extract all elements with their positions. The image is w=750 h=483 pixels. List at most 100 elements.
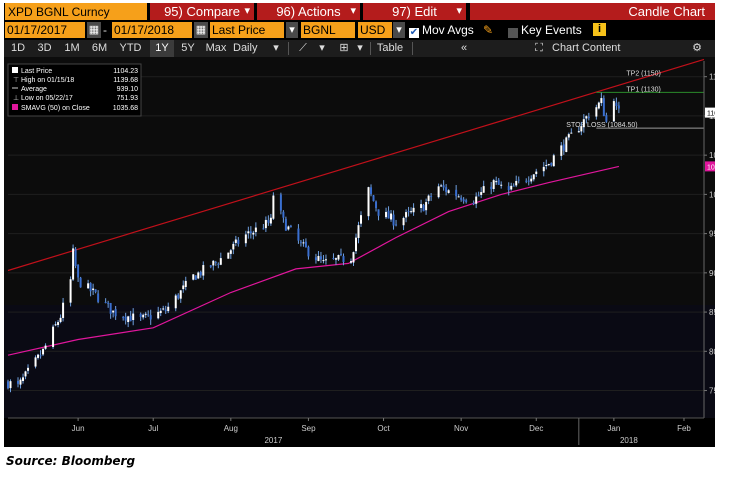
candle-body[interactable] [587,116,590,119]
candle-body[interactable] [507,186,510,191]
candle-body[interactable] [460,197,463,200]
candle-body[interactable] [480,192,483,195]
candle-body[interactable] [314,257,317,261]
candle-body[interactable] [179,290,182,299]
candle-body[interactable] [465,200,468,202]
candle-body[interactable] [144,313,147,315]
candle-body[interactable] [565,137,568,153]
candle-body[interactable] [129,315,132,322]
candle-body[interactable] [390,213,393,220]
candle-body[interactable] [254,227,257,232]
candle-body[interactable] [602,98,605,117]
candle-body[interactable] [147,314,150,316]
candle-body[interactable] [342,256,345,263]
candle-body[interactable] [370,187,373,195]
candle-body[interactable] [427,195,430,202]
chevron-down-icon[interactable]: ▾ [273,42,279,54]
candle-body[interactable] [92,288,95,291]
candle-body[interactable] [109,302,112,314]
candle-body[interactable] [377,209,380,216]
candle-body[interactable] [375,201,378,208]
candle-body[interactable] [339,253,342,255]
frequency-select[interactable]: Daily [233,42,258,54]
candle-body[interactable] [337,255,340,260]
line-chart-icon[interactable]: ⟋ [299,42,307,54]
candle-body[interactable] [420,204,423,208]
candle-body[interactable] [212,260,215,266]
candle-body[interactable] [142,314,145,318]
candle-body[interactable] [19,379,22,385]
candle-body[interactable] [252,232,255,235]
candle-body[interactable] [372,195,375,202]
candle-body[interactable] [387,210,390,219]
candle-body[interactable] [542,166,545,172]
candle-body[interactable] [510,185,513,190]
candle-body[interactable] [247,231,250,234]
candle-body[interactable] [54,324,57,326]
candle-body[interactable] [570,132,573,134]
candle-body[interactable] [299,241,302,243]
candle-body[interactable] [550,162,553,166]
candle-body[interactable] [535,171,538,174]
candle-body[interactable] [402,218,405,226]
candle-body[interactable] [440,185,443,187]
candle-body[interactable] [422,204,425,212]
candle-body[interactable] [525,180,528,182]
tab-3d[interactable]: 3D [37,42,52,54]
candle-body[interactable] [279,194,282,211]
candle-body[interactable] [22,377,25,382]
candle-body[interactable] [545,164,548,166]
candle-body[interactable] [585,116,588,119]
candle-body[interactable] [360,215,363,224]
gear-icon[interactable]: ⚙ [692,42,702,54]
key-events-checkbox[interactable]: ✔ [508,27,518,38]
start-date-field[interactable]: 01/17/2017 [5,22,85,38]
tab-1d[interactable]: 1D [10,42,26,54]
candle-body[interactable] [355,237,357,252]
candle-body[interactable] [202,265,205,276]
candle-body[interactable] [577,131,580,133]
ticker-field[interactable]: XPD BGNL Curncy [5,3,147,20]
candle-body[interactable] [59,317,62,322]
candle-body[interactable] [69,279,72,303]
candle-body[interactable] [159,310,162,314]
candle-body[interactable] [477,195,480,197]
candle-body[interactable] [475,196,478,204]
candle-body[interactable] [57,322,60,325]
candle-body[interactable] [149,315,152,320]
candle-body[interactable] [244,234,247,244]
candle-body[interactable] [319,256,322,260]
candle-body[interactable] [567,134,570,138]
price-field-select[interactable]: Last Price [210,22,284,38]
candle-body[interactable] [27,367,30,371]
candle-body[interactable] [199,271,202,276]
tab-6m[interactable]: 6M [91,42,108,54]
candle-body[interactable] [332,258,335,260]
chevron-down-icon[interactable]: ▾ [357,42,363,54]
candle-body[interactable] [39,355,42,357]
candle-body[interactable] [582,119,585,128]
candle-body[interactable] [267,220,270,223]
candle-body[interactable] [530,178,533,182]
candle-body[interactable] [445,187,448,192]
candle-body[interactable] [217,263,220,265]
candle-body[interactable] [322,260,325,262]
candle-body[interactable] [209,265,212,267]
edit-menu[interactable]: 97) Edit [363,3,466,20]
candle-body[interactable] [107,302,110,304]
candle-body[interactable] [407,211,410,213]
calendar-icon[interactable]: ▦ [194,22,208,38]
candle-body[interactable] [405,212,408,218]
candle-body[interactable] [500,184,503,186]
candle-body[interactable] [425,202,428,211]
candle-body[interactable] [490,186,493,190]
candle-chart[interactable]: TP2 (1150)TP1 (1130)STOP LOSS (1084.50) … [4,3,715,447]
candle-body[interactable] [157,311,160,319]
candle-body[interactable] [317,255,320,261]
compare-menu[interactable]: 95) Compare [150,3,254,20]
candle-body[interactable] [94,289,97,292]
candle-body[interactable] [192,274,195,280]
candle-body[interactable] [349,261,352,263]
candle-body[interactable] [580,126,583,132]
candle-body[interactable] [139,313,142,318]
